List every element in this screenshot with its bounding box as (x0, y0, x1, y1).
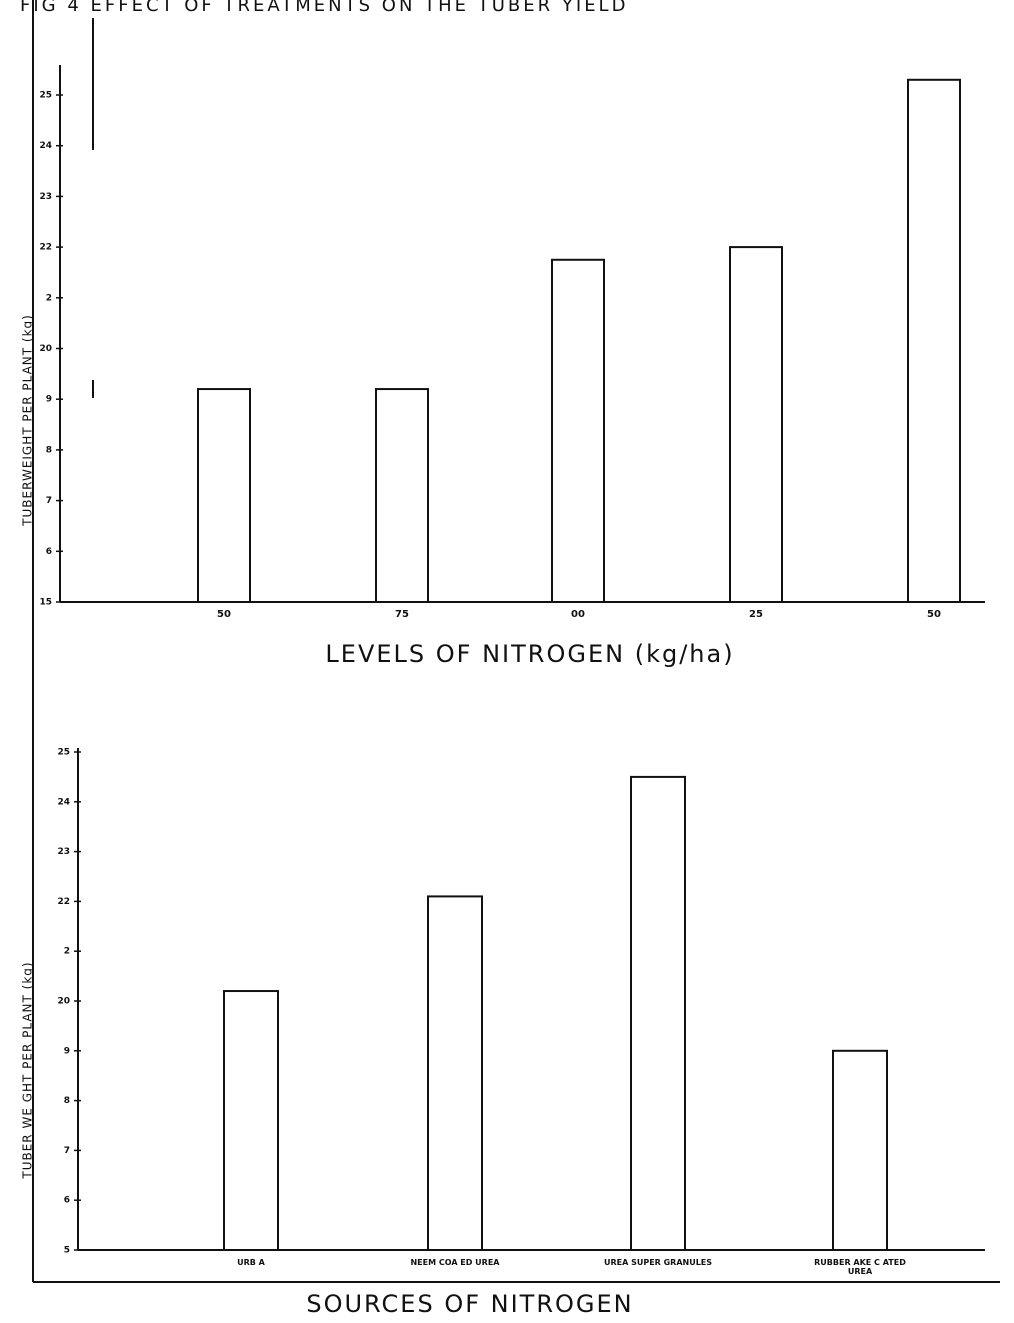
bar (907, 78, 961, 604)
y-tick-label: 23 (39, 192, 52, 202)
y-tick-label: 8 (46, 445, 52, 455)
y-axis-title: TUBERWEIGHT PER PLANT (kg) (21, 314, 35, 527)
x-tick-label: 75 (395, 609, 409, 620)
bar (375, 388, 429, 603)
y-tick-label: 9 (46, 395, 52, 405)
bar (197, 388, 251, 603)
y-tick-label: 8 (64, 1096, 70, 1106)
bar (427, 895, 483, 1251)
bar (551, 258, 605, 603)
y-tick-label: 20 (57, 997, 70, 1007)
x-axis-title: SOURCES OF NITROGEN (306, 1290, 633, 1318)
bar (630, 775, 686, 1252)
y-tick-label: 2 (46, 293, 52, 303)
y-tick-label: 6 (64, 1196, 70, 1206)
y-tick-label: 2 (64, 947, 70, 957)
y-tick-label: 7 (64, 1146, 70, 1156)
y-axis-title: TUBER WE GHT PER PLANT (kg) (21, 961, 35, 1179)
x-tick-label: 50 (927, 609, 941, 620)
y-tick-label: 23 (57, 847, 70, 857)
x-tick-label: RUBBER AKE C ATED UREA (814, 1258, 906, 1276)
y-tick-label: 6 (46, 547, 52, 557)
bar (832, 1049, 888, 1252)
x-tick-label: URB A (237, 1258, 265, 1267)
y-tick-label: 25 (57, 748, 70, 758)
y-tick-label: 9 (64, 1046, 70, 1056)
x-tick-label: 50 (217, 609, 231, 620)
y-tick-label: 25 (39, 91, 52, 101)
page-title: FIG 4 EFFECT OF TREATMENTS ON THE TUBER … (20, 0, 628, 16)
x-tick-label: UREA SUPER GRANULES (603, 1258, 713, 1267)
y-tick-label: 24 (39, 141, 52, 151)
x-tick-label: 25 (749, 609, 763, 620)
y-tick-label: 24 (57, 797, 70, 807)
y-tick-label: 22 (39, 243, 52, 253)
bar (223, 990, 279, 1251)
y-tick-label: 22 (57, 897, 70, 907)
y-tick-label: 7 (46, 496, 52, 506)
x-tick-label: NEEM COA ED UREA (410, 1258, 500, 1267)
y-tick-label: 5 (64, 1246, 70, 1256)
y-tick-label: 15 (39, 598, 52, 608)
x-axis-title: LEVELS OF NITROGEN (kg/ha) (325, 640, 734, 668)
bar (729, 246, 783, 603)
y-tick-label: 20 (39, 344, 52, 354)
x-tick-label: 00 (571, 609, 585, 620)
